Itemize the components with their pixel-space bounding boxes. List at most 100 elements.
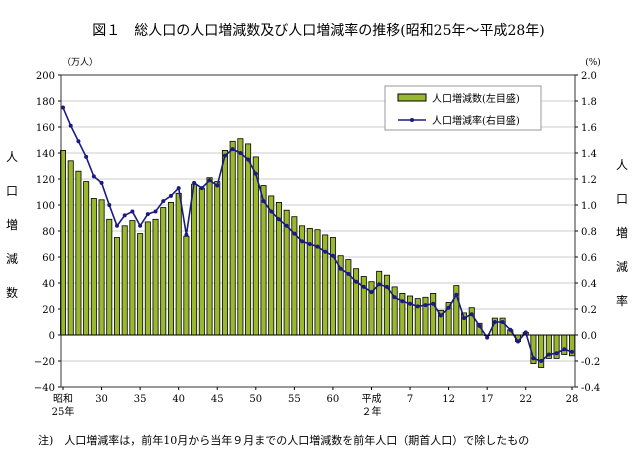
footnote: 注) 人口増減率は，前年10月から当年９月までの人口増減数を前年人口（期首人口）… — [38, 434, 530, 447]
left-tick-label: 200 — [36, 71, 55, 82]
rate-point-S44 — [207, 178, 212, 183]
left-tick-label: 40 — [42, 279, 55, 290]
left-tick-label: 0 — [49, 331, 55, 342]
x-tick-label-sub: 25年 — [52, 405, 75, 418]
right-axis-label: 人口増減率 — [615, 148, 629, 318]
rate-point-H10 — [431, 301, 436, 306]
rate-point-H27 — [562, 347, 567, 352]
axis-label-char: 増 — [615, 226, 628, 240]
left-unit: （万人） — [62, 57, 98, 68]
rate-point-S30 — [99, 180, 104, 185]
rate-point-S35 — [138, 223, 143, 228]
bar-H15 — [468, 307, 475, 336]
right-tick-label: 1.8 — [581, 97, 597, 108]
right-tick-label: 1.6 — [581, 123, 597, 134]
x-tick-label: 60 — [327, 394, 340, 405]
rate-point-S43 — [199, 186, 204, 191]
axis-label-char: 口 — [615, 192, 628, 206]
legend-box — [384, 85, 542, 131]
rate-point-H12 — [446, 305, 451, 310]
right-tick-label: 0.4 — [581, 279, 597, 290]
rate-point-S25 — [61, 105, 65, 110]
bar-S41 — [183, 235, 190, 336]
x-tick-label: 35 — [134, 394, 147, 405]
rate-point-S34 — [130, 209, 135, 214]
bar-S60 — [329, 237, 336, 336]
rate-point-H25 — [546, 352, 551, 357]
x-tick-label: 45 — [211, 394, 224, 405]
rate-point-S57 — [307, 242, 312, 246]
rate-point-S62 — [346, 271, 351, 276]
bar-S26 — [67, 160, 74, 336]
rate-point-H17 — [485, 335, 490, 340]
rate-point-H15 — [469, 312, 474, 317]
left-tick-label: 60 — [42, 253, 55, 264]
rate-point-S58 — [315, 244, 320, 249]
bar-S28 — [83, 181, 90, 336]
right-tick-label: 0.2 — [581, 305, 597, 316]
rate-point-H3 — [377, 282, 382, 287]
bar-S39 — [167, 201, 174, 336]
rate-point-H7 — [408, 301, 413, 306]
rate-point-S39 — [168, 193, 173, 198]
x-tick-label: 平成 — [361, 393, 381, 405]
rate-point-S40 — [176, 186, 181, 191]
bar-S48 — [237, 138, 244, 336]
x-tick-label: 50 — [249, 394, 262, 405]
left-axis-label: 人口増減数 — [5, 140, 19, 310]
rate-point-S36 — [145, 212, 150, 217]
axis-label-char: 率 — [615, 294, 628, 308]
x-tick-label: 30 — [95, 394, 108, 405]
left-tick-label: −20 — [34, 357, 55, 368]
rate-point-S42 — [192, 180, 197, 185]
right-tick-label: 0.0 — [581, 331, 597, 342]
rate-point-H20 — [508, 327, 513, 332]
right-tick-label: 0.8 — [581, 227, 597, 238]
left-tick-label: 80 — [42, 227, 55, 238]
bar-S38 — [160, 207, 167, 336]
right-tick-label: -0.2 — [581, 357, 600, 368]
rate-point-S59 — [323, 249, 328, 254]
rate-point-H1 — [361, 284, 366, 289]
left-tick-label: 120 — [36, 175, 55, 186]
rate-point-S37 — [153, 209, 158, 214]
x-tick-label: 12 — [442, 394, 455, 405]
bar-S42 — [191, 183, 198, 336]
bar-H9 — [422, 296, 429, 336]
bar-S27 — [75, 170, 82, 336]
right-tick-label: 2.0 — [581, 71, 597, 82]
rate-point-H21 — [516, 339, 521, 344]
rate-point-H5 — [392, 295, 397, 300]
x-tick-label: 28 — [566, 394, 579, 405]
rate-point-H22 — [523, 330, 528, 335]
rate-point-S63 — [354, 279, 359, 284]
rate-point-H2 — [369, 290, 374, 295]
rate-point-S28 — [84, 154, 89, 159]
rate-point-H19 — [500, 320, 505, 324]
bar-S53 — [275, 201, 282, 336]
rate-point-S56 — [300, 239, 305, 244]
rate-point-H14 — [462, 316, 467, 321]
left-tick-label: 140 — [36, 149, 55, 160]
bar-H8 — [414, 298, 421, 336]
rate-point-H23 — [531, 356, 536, 361]
bar-S52 — [268, 195, 275, 336]
rate-point-S29 — [91, 174, 96, 179]
right-tick-label: 1.0 — [581, 201, 597, 212]
rate-point-S32 — [114, 223, 119, 228]
x-tick-label: 7 — [407, 394, 413, 405]
rate-point-S51 — [261, 199, 266, 204]
rate-point-H4 — [384, 284, 389, 289]
axis-label-char: 人 — [5, 150, 18, 164]
bar-S46 — [221, 149, 228, 336]
bar-H10 — [430, 292, 437, 336]
rate-point-H9 — [423, 303, 428, 308]
left-tick-label: 180 — [36, 97, 55, 108]
legend-line-marker — [410, 118, 414, 122]
axis-label-char: 口 — [5, 184, 18, 198]
bar-S32 — [113, 237, 120, 336]
bar-S35 — [137, 233, 144, 336]
rate-point-S46 — [222, 153, 227, 158]
bar-H3 — [376, 270, 383, 336]
bar-S45 — [214, 181, 221, 336]
